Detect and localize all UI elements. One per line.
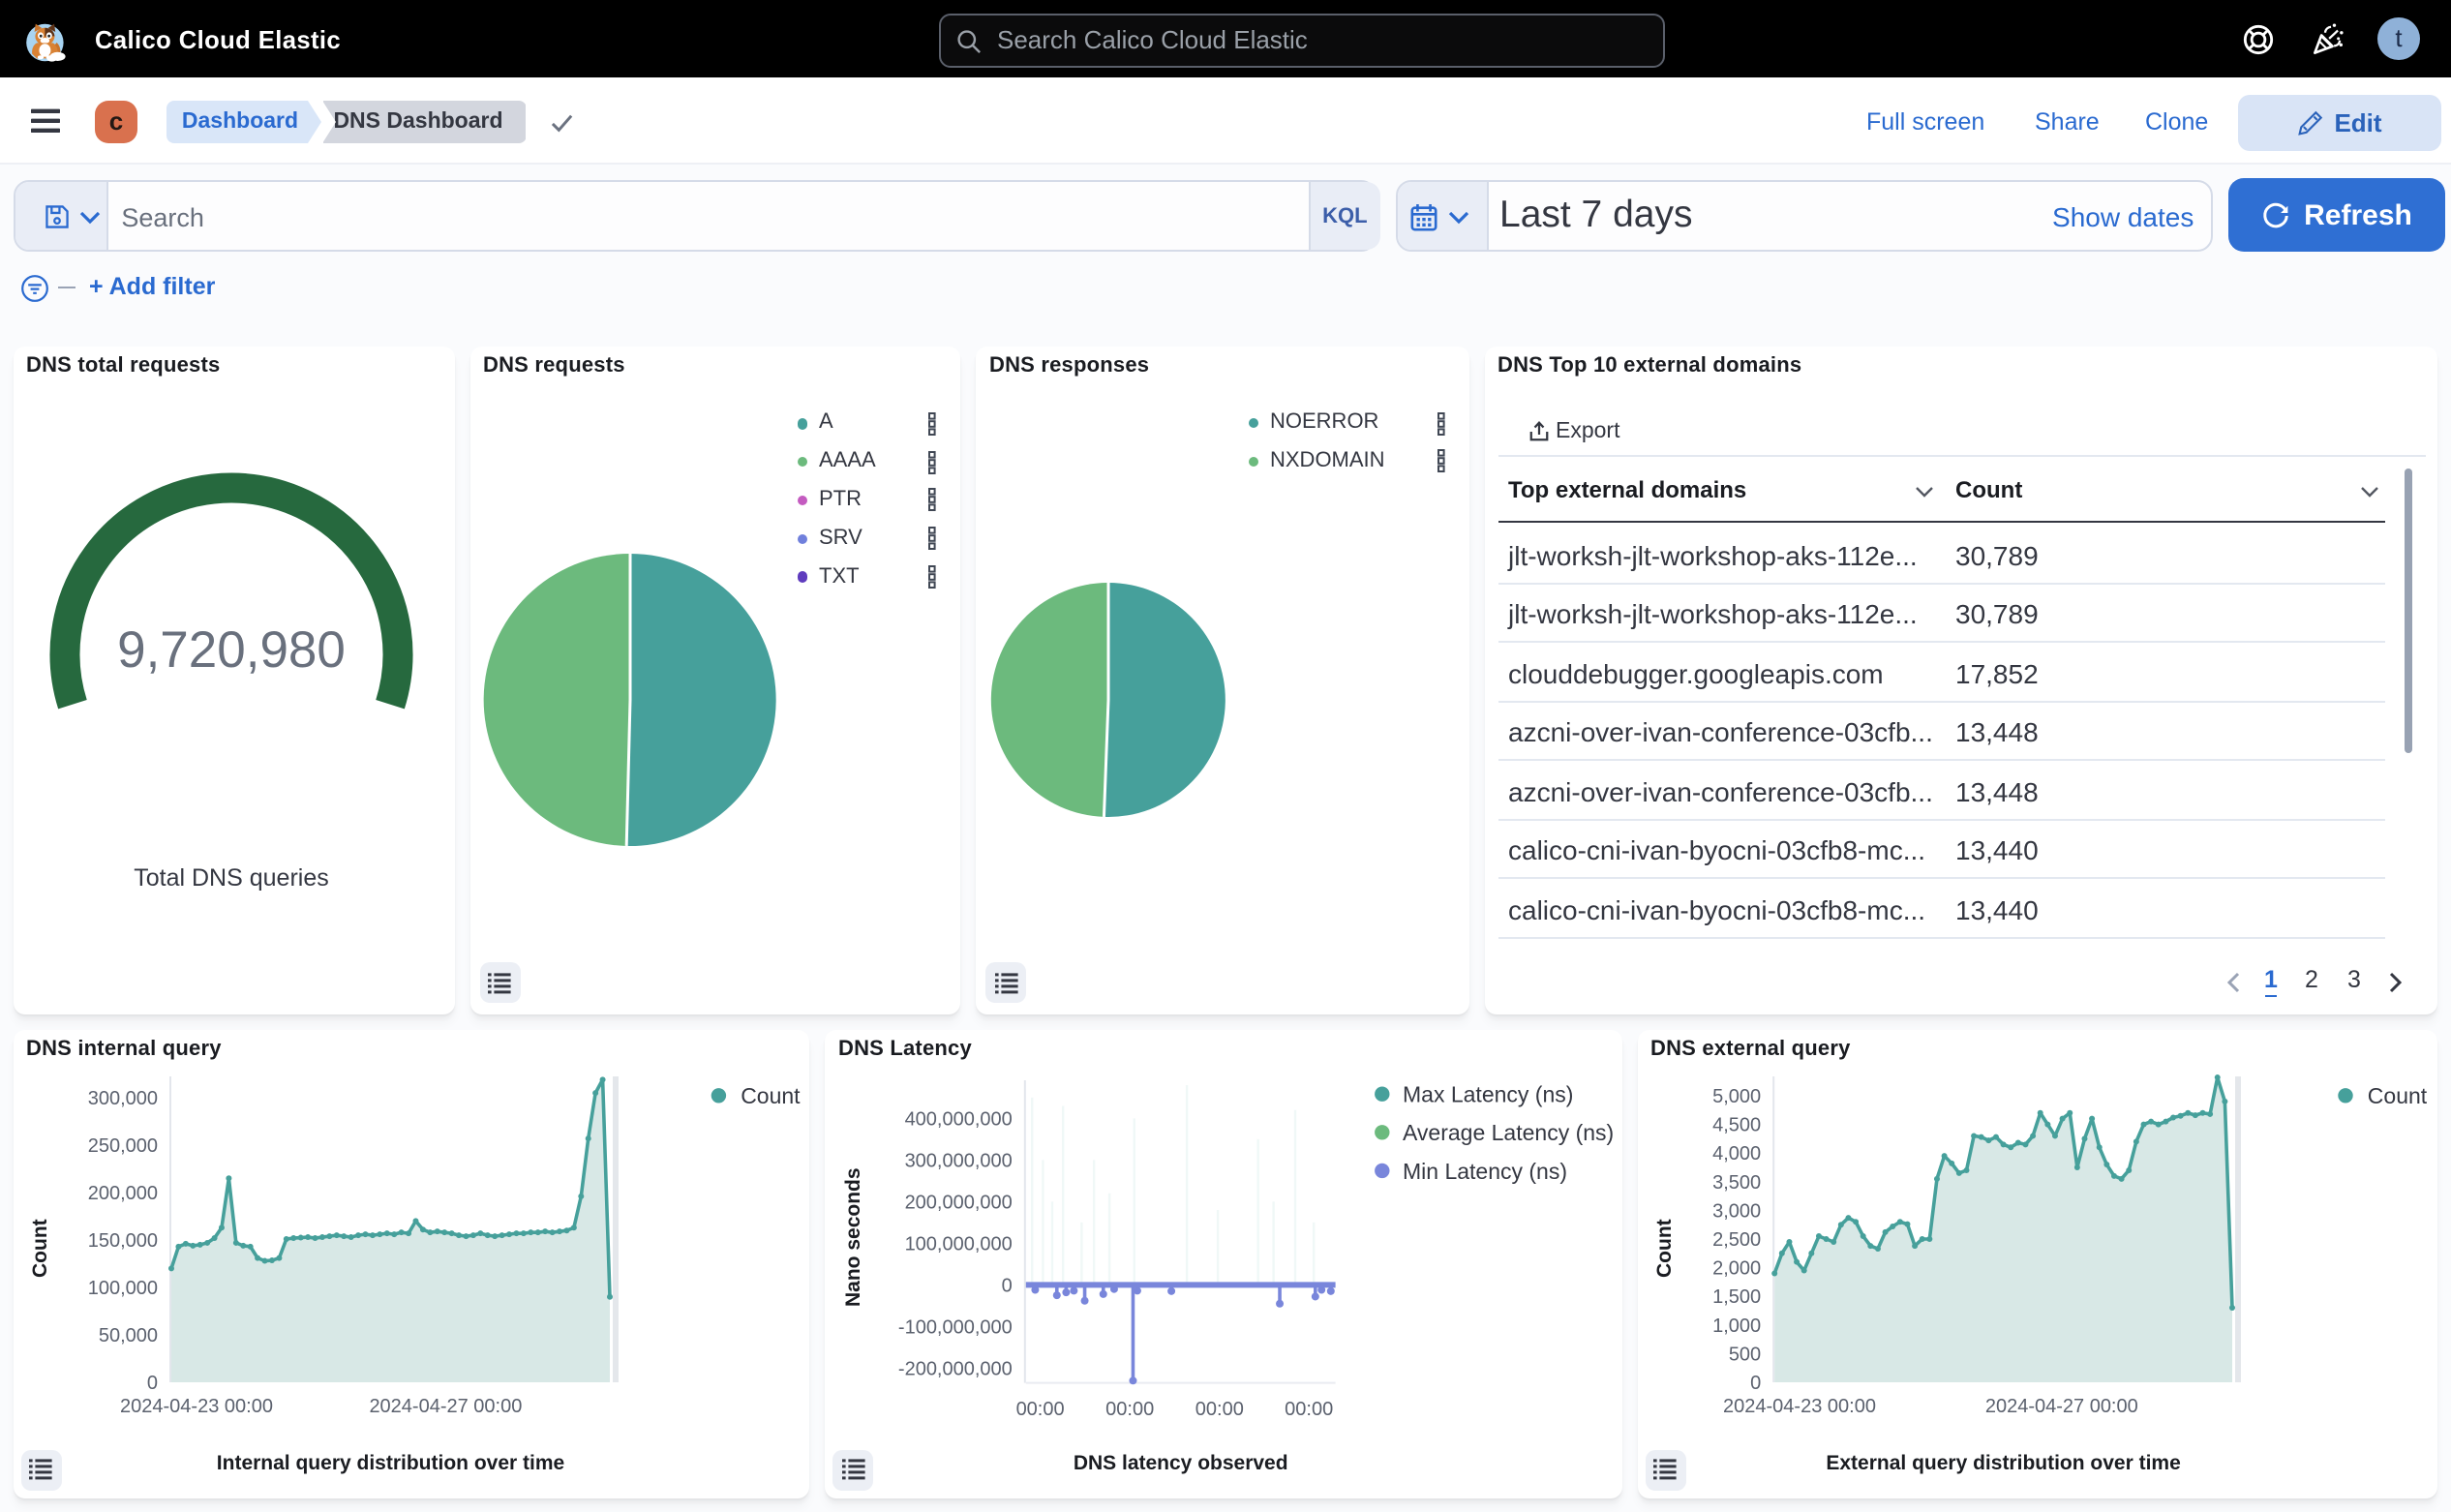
svg-text:100,000: 100,000 [87,1278,157,1299]
svg-text:0: 0 [1002,1275,1013,1296]
svg-text:00:00: 00:00 [1285,1399,1333,1420]
svg-text:External query distribution ov: External query distribution over time [1825,1452,2179,1474]
svg-text:100,000,000: 100,000,000 [905,1233,1013,1255]
svg-text:Total DNS queries: Total DNS queries [133,864,327,892]
svg-text:Count: Count [740,1083,800,1108]
svg-text:4,000: 4,000 [1711,1143,1760,1164]
svg-text:Max Latency (ns): Max Latency (ns) [1403,1082,1573,1107]
svg-text:3,500: 3,500 [1711,1172,1760,1194]
svg-text:9,720,980: 9,720,980 [116,621,345,679]
svg-text:Average Latency (ns): Average Latency (ns) [1403,1120,1614,1145]
svg-text:150,000: 150,000 [87,1230,157,1252]
svg-text:400,000,000: 400,000,000 [905,1108,1013,1130]
svg-text:2024-04-27 00:00: 2024-04-27 00:00 [368,1396,521,1417]
svg-text:2024-04-23 00:00: 2024-04-23 00:00 [119,1396,272,1417]
svg-text:DNS latency observed: DNS latency observed [1074,1452,1288,1474]
svg-text:300,000: 300,000 [87,1088,157,1109]
svg-text:2,000: 2,000 [1711,1258,1760,1280]
svg-text:00:00: 00:00 [1105,1399,1154,1420]
svg-text:1,500: 1,500 [1711,1286,1760,1308]
svg-text:300,000,000: 300,000,000 [905,1150,1013,1171]
svg-text:2024-04-27 00:00: 2024-04-27 00:00 [1984,1396,2137,1417]
svg-text:200,000,000: 200,000,000 [905,1192,1013,1213]
svg-text:2,500: 2,500 [1711,1229,1760,1251]
svg-text:Internal query distribution ov: Internal query distribution over time [216,1452,563,1474]
svg-text:Count: Count [2367,1083,2427,1108]
svg-text:4,500: 4,500 [1711,1115,1760,1136]
svg-text:5,000: 5,000 [1711,1086,1760,1107]
svg-text:3,000: 3,000 [1711,1200,1760,1222]
svg-text:1,000: 1,000 [1711,1315,1760,1337]
svg-text:-200,000,000: -200,000,000 [898,1358,1013,1379]
svg-text:500: 500 [1728,1344,1760,1365]
svg-text:50,000: 50,000 [98,1325,157,1346]
svg-text:00:00: 00:00 [1195,1399,1244,1420]
svg-text:-100,000,000: -100,000,000 [898,1316,1013,1338]
svg-text:200,000: 200,000 [87,1183,157,1204]
svg-text:250,000: 250,000 [87,1135,157,1157]
svg-text:00:00: 00:00 [1016,1399,1065,1420]
svg-text:0: 0 [1749,1373,1760,1394]
svg-text:Min Latency (ns): Min Latency (ns) [1403,1159,1567,1184]
svg-text:2024-04-23 00:00: 2024-04-23 00:00 [1722,1396,1875,1417]
svg-text:0: 0 [146,1373,157,1394]
